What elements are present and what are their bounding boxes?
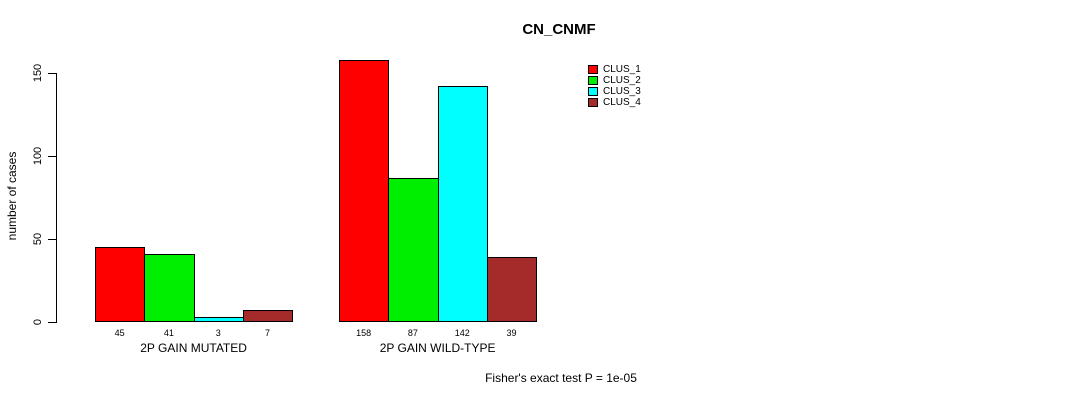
bar <box>486 257 538 322</box>
y-axis-tick <box>48 239 56 240</box>
bar-value-label: 45 <box>114 328 125 338</box>
chart-title: CN_CNMF <box>522 21 596 38</box>
bar-value-label: 87 <box>407 328 418 338</box>
legend-item: CLUS_2 <box>588 75 641 86</box>
legend-swatch <box>588 65 598 74</box>
legend-swatch <box>588 98 598 107</box>
y-axis-tick-label: 100 <box>32 146 44 166</box>
legend-label: CLUS_4 <box>603 97 641 108</box>
y-axis-tick <box>48 73 56 74</box>
legend: CLUS_1 CLUS_2 CLUS_3 CLUS_4 <box>588 64 641 108</box>
bar <box>144 254 195 322</box>
y-axis-tick <box>48 156 56 157</box>
legend-swatch <box>588 76 598 85</box>
y-axis-tick-label: 50 <box>32 232 44 246</box>
legend-label: CLUS_1 <box>603 64 641 75</box>
x-category-label: 2P GAIN MUTATED <box>140 341 247 355</box>
legend-label: CLUS_3 <box>603 86 641 97</box>
bar-value-label: 158 <box>356 328 372 338</box>
legend-swatch <box>588 87 598 96</box>
bar-value-label: 142 <box>454 328 470 338</box>
y-axis-tick-label: 0 <box>32 318 44 326</box>
bar <box>242 310 294 322</box>
x-category-label: 2P GAIN WILD-TYPE <box>379 341 496 355</box>
bar <box>437 86 488 322</box>
bar-value-label: 7 <box>265 328 271 338</box>
bar-value-label: 41 <box>163 328 174 338</box>
bar <box>95 247 146 322</box>
legend-item: CLUS_3 <box>588 86 641 97</box>
bar-value-label: 3 <box>215 328 221 338</box>
y-axis-tick-label: 150 <box>32 63 44 83</box>
legend-label: CLUS_2 <box>603 75 641 86</box>
bar <box>193 317 244 322</box>
bar <box>339 60 390 322</box>
y-axis-title: number of cases <box>5 151 19 241</box>
bar <box>388 178 439 322</box>
legend-item: CLUS_1 <box>588 64 641 75</box>
bar-value-label: 39 <box>506 328 517 338</box>
legend-item: CLUS_4 <box>588 97 641 108</box>
y-axis-tick <box>48 322 56 323</box>
y-axis-line <box>56 73 57 323</box>
annotation-text: Fisher's exact test P = 1e-05 <box>485 371 637 385</box>
